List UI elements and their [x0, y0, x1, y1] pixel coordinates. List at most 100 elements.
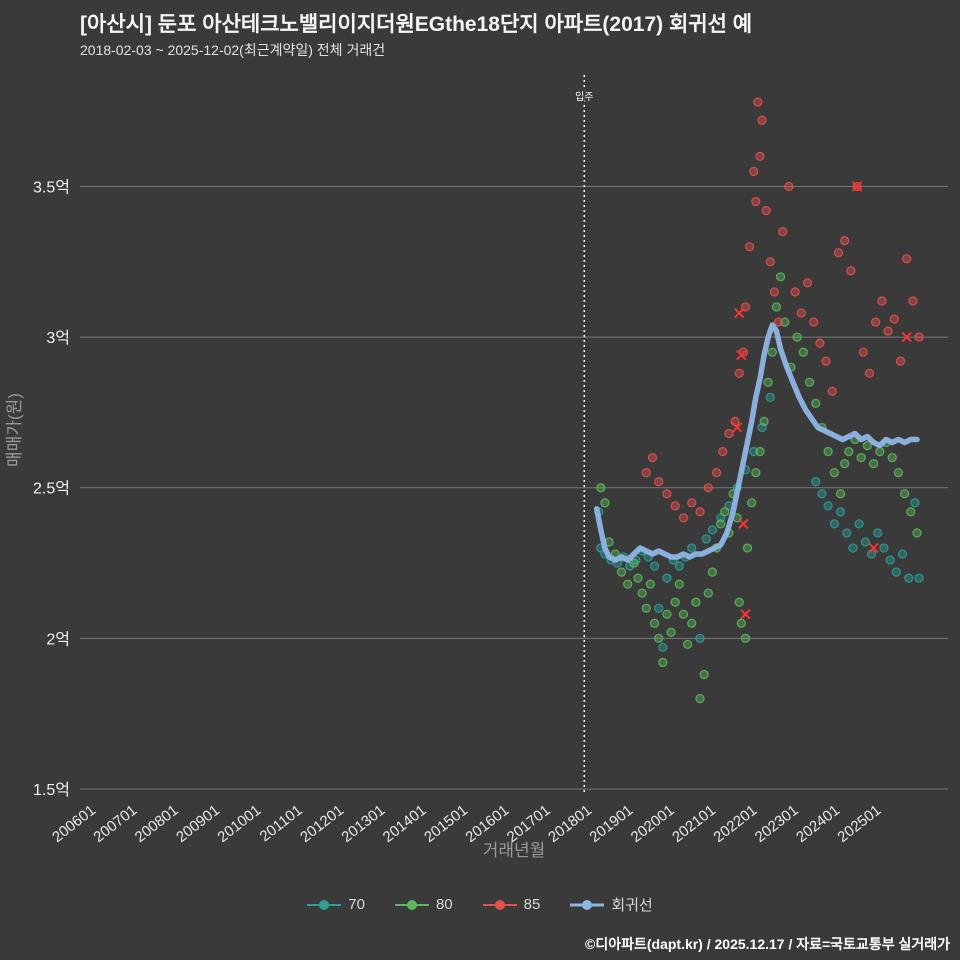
data-point: [633, 573, 643, 583]
data-point: [823, 446, 833, 457]
data-point: [864, 368, 875, 378]
x-tick-label: 202401: [793, 802, 843, 846]
data-point: [815, 338, 825, 348]
data-point: [674, 561, 684, 571]
data-point: [678, 513, 689, 523]
legend-marker-icon: [482, 899, 517, 910]
x-tick-label: 200701: [90, 802, 140, 846]
data-point: [914, 332, 924, 342]
data-point: [751, 468, 761, 478]
data-point: [784, 181, 794, 192]
x-tick-label: 201501: [421, 802, 471, 846]
series-85-cancelled: [731, 181, 912, 620]
data-point: [658, 642, 668, 653]
data-point: [827, 386, 837, 396]
data-point: [699, 669, 709, 680]
data-point: [844, 446, 854, 457]
data-point: [899, 489, 910, 499]
gridlines: 1.5억 2억 2.5억 3억 3.5억: [33, 178, 948, 799]
page-title: [아산시] 둔포 아산테크노밸리이지더원EGthe18단지 아파트(2017) …: [80, 13, 753, 36]
data-point: [654, 633, 664, 643]
data-point: [780, 317, 790, 327]
data-point: [678, 609, 689, 619]
x-tick-label: 200601: [49, 802, 99, 846]
data-point: [769, 287, 780, 297]
plot-generated: 1.5억 2억 2.5억 3억 3.5억 200601200701200801200901…: [33, 75, 948, 846]
data-point: [670, 501, 680, 511]
y-tick-label: 2억: [46, 630, 70, 648]
legend-marker-icon: [394, 899, 429, 910]
data-point: [755, 446, 765, 457]
data-point: [854, 519, 864, 529]
data-point: [763, 377, 773, 387]
data-point: [914, 573, 924, 583]
legend-item-회귀선[interactable]: 회귀선: [570, 894, 653, 915]
data-point: [742, 543, 753, 553]
data-point: [674, 579, 684, 589]
y-axis-title: 매매가(원): [5, 393, 24, 467]
data-point: [645, 579, 656, 589]
data-point: [649, 561, 660, 571]
y-tick-label: 3억: [46, 329, 70, 347]
data-point: [771, 302, 782, 312]
x-tick-label: 201401: [380, 802, 430, 846]
data-point: [879, 543, 889, 553]
y-tick-label: 3.5억: [33, 178, 70, 196]
data-point: [856, 452, 866, 463]
data-point: [893, 468, 904, 478]
data-point: [840, 236, 850, 246]
data-point: [666, 627, 676, 637]
data-point: [755, 151, 765, 161]
data-point: [798, 347, 808, 357]
legend-item-70[interactable]: 70: [307, 896, 365, 913]
data-point: [829, 468, 839, 478]
data-point: [707, 567, 718, 577]
x-tick-label: 200801: [132, 802, 182, 846]
data-point: [885, 555, 895, 565]
x-tick-label: 201001: [214, 802, 264, 846]
data-point: [647, 452, 658, 463]
x-axis-title: 거래년월: [483, 841, 546, 860]
data-point: [662, 573, 672, 583]
series-85: [641, 97, 924, 523]
data-point: [751, 196, 761, 207]
data-point: [821, 356, 831, 366]
data-point: [842, 528, 852, 538]
data-point: [912, 528, 922, 538]
x-tick-label: 201101: [257, 802, 306, 846]
plot-area[interactable]: 1.5억 2억 2.5억 3억 3.5억 200601200701200801200901…: [0, 0, 960, 890]
data-point: [904, 573, 914, 583]
data-point: [623, 579, 633, 589]
data-point: [840, 458, 850, 469]
data-point: [906, 507, 916, 517]
x-tick-label: 202201: [710, 802, 760, 846]
legend-item-85[interactable]: 85: [482, 896, 541, 913]
data-point: [662, 489, 672, 499]
data-point: [848, 543, 858, 553]
series-70: [594, 392, 924, 653]
data-point: [718, 446, 728, 457]
legend-item-80[interactable]: 80: [394, 896, 453, 913]
data-point: [811, 398, 821, 409]
data-point: [761, 205, 771, 216]
data-point: [862, 440, 873, 451]
x-tick-label: 201801: [545, 802, 595, 846]
data-point: [759, 416, 769, 427]
legend-label: 85: [523, 896, 541, 913]
cancelled-x-icon: [736, 349, 747, 361]
x-tick-label: 201601: [462, 802, 512, 846]
data-point: [654, 603, 664, 613]
x-tick-label: 202101: [669, 802, 719, 846]
data-point: [695, 693, 705, 704]
data-point: [811, 477, 821, 487]
data-point: [846, 266, 856, 276]
data-point: [809, 317, 819, 327]
data-point: [902, 254, 912, 264]
data-point: [734, 597, 744, 607]
data-point: [637, 588, 647, 598]
data-point: [858, 347, 868, 357]
data-point: [767, 347, 777, 357]
data-point: [682, 639, 693, 650]
data-point: [804, 377, 815, 387]
data-point: [895, 356, 906, 366]
